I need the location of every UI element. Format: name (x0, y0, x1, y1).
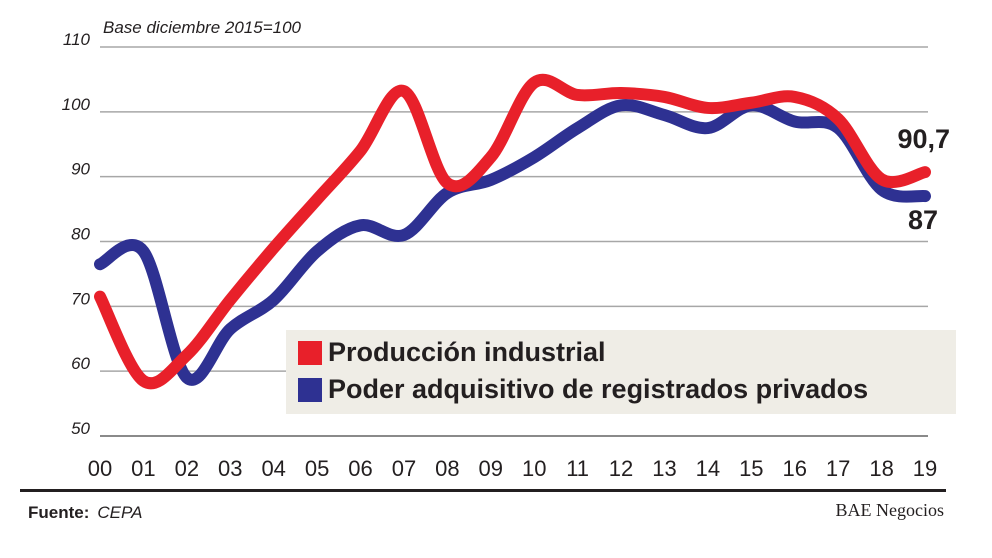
x-tick-label: 01 (131, 456, 155, 481)
y-tick-label: 90 (71, 160, 90, 179)
end-label-poder: 87 (908, 205, 938, 235)
x-tick-label: 18 (869, 456, 893, 481)
legend-label: Poder adquisitivo de registrados privado… (328, 374, 869, 404)
x-tick-label: 16 (782, 456, 806, 481)
x-tick-label: 19 (913, 456, 937, 481)
footer-divider (20, 489, 946, 492)
source-value: CEPA (97, 503, 143, 522)
x-tick-label: 03 (218, 456, 242, 481)
x-tick-label: 08 (435, 456, 459, 481)
y-tick-label: 80 (71, 225, 90, 244)
x-tick-label: 04 (261, 456, 285, 481)
y-tick-label: 70 (71, 289, 90, 308)
series-line-1 (94, 99, 931, 386)
x-tick-label: 14 (696, 456, 720, 481)
x-tick-label: 11 (566, 456, 589, 481)
legend-item-poder: Poder adquisitivo de registrados privado… (298, 374, 868, 405)
legend-swatch-red (298, 340, 322, 365)
series-line-0 (94, 73, 931, 390)
x-tick-label: 10 (522, 456, 546, 481)
y-tick-label: 110 (63, 30, 91, 49)
legend-swatch-blue (298, 377, 322, 402)
x-tick-label: 02 (175, 456, 199, 481)
legend-item-produccion: Producción industrial (298, 337, 606, 368)
source-label: Fuente: (28, 503, 90, 522)
y-tick-label: 60 (71, 354, 90, 373)
x-tick-label: 12 (609, 456, 633, 481)
source-note: Fuente: CEPA (28, 503, 142, 523)
end-labels: 90,7 87 (897, 124, 950, 235)
y-axis-ticks: 50 60 70 80 90 100 110 (62, 30, 91, 438)
x-tick-label: 09 (479, 456, 503, 481)
x-tick-label: 17 (826, 456, 850, 481)
legend: Producción industrial Poder adquisitivo … (286, 330, 956, 414)
end-label-produccion: 90,7 (897, 124, 950, 154)
x-tick-label: 00 (88, 456, 112, 481)
x-axis-ticks: 00 01 02 03 04 05 06 07 08 09 10 11 12 13 14 15 16 17 18 19 (88, 456, 937, 481)
x-tick-label: 15 (739, 456, 763, 481)
legend-label: Producción industrial (328, 337, 606, 367)
series-lines (94, 73, 931, 390)
brand-logo: BAE Negocios (835, 500, 944, 520)
x-tick-label: 07 (392, 456, 416, 481)
y-tick-label: 100 (62, 95, 91, 114)
x-tick-label: 13 (652, 456, 676, 481)
x-tick-label: 06 (348, 456, 372, 481)
y-tick-label: 50 (71, 419, 90, 438)
x-tick-label: 05 (305, 456, 329, 481)
chart-subtitle: Base diciembre 2015=100 (103, 18, 301, 37)
